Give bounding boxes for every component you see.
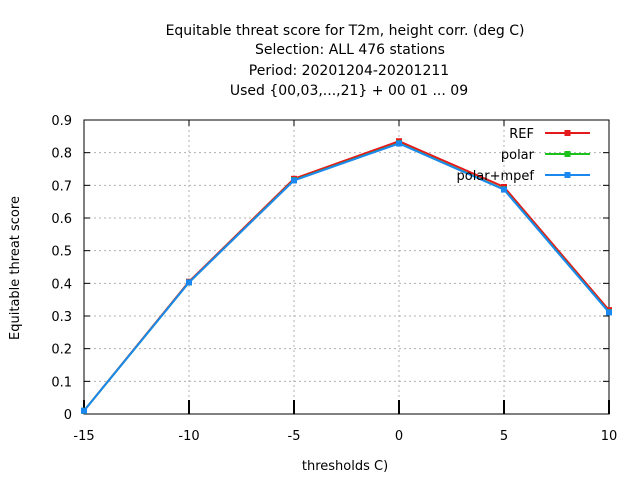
y-tick-label: 0 <box>64 408 72 423</box>
plot-frame <box>83 119 610 415</box>
y-tick-label: 0.2 <box>51 343 72 358</box>
title-line-2: Selection: ALL 476 stations <box>255 42 445 58</box>
x-tick-label: 5 <box>500 429 508 444</box>
legend-swatch-marker <box>564 151 571 157</box>
x-tick-label: 0 <box>395 429 403 444</box>
y-tick-label: 0.3 <box>51 310 72 325</box>
y-tick-label: 0.1 <box>51 375 72 390</box>
y-tick-label: 0.4 <box>51 277 72 292</box>
y-axis-label: Equitable threat score <box>8 196 23 340</box>
data-point <box>501 186 507 193</box>
data-point <box>186 279 192 286</box>
y-tick-label: 0.8 <box>51 147 72 162</box>
legend: REF polar polar+mpef <box>456 127 590 184</box>
title-line-1: Equitable threat score for T2m, height c… <box>166 23 525 39</box>
y-tick-label: 0.9 <box>51 114 72 129</box>
x-tick-label: -10 <box>178 429 199 444</box>
y-tick-label: 0.7 <box>51 179 72 194</box>
legend-label: polar <box>501 148 535 163</box>
series-line-2 <box>83 142 610 412</box>
title-line-3: Period: 20201204-20201211 <box>249 63 449 79</box>
data-point <box>606 309 612 316</box>
x-axis-label: thresholds C) <box>302 459 388 474</box>
title-line-4: Used {00,03,...,21} + 00 01 ... 09 <box>230 83 468 99</box>
legend-label: polar+mpef <box>456 169 534 184</box>
legend-swatch-marker <box>564 172 571 178</box>
legend-label: REF <box>509 127 534 142</box>
y-tick-label: 0.6 <box>51 212 72 227</box>
legend-swatch-marker <box>564 130 571 136</box>
data-point <box>81 407 87 414</box>
x-tick-label: 10 <box>601 429 618 444</box>
x-tick-label: -15 <box>73 429 94 444</box>
chart-title: Equitable threat score for T2m, height c… <box>166 23 525 99</box>
series-lines <box>81 138 612 414</box>
grid-lines <box>84 120 609 414</box>
data-point <box>396 140 402 147</box>
x-tick-label: -5 <box>288 429 301 444</box>
data-point <box>291 177 297 184</box>
y-tick-label: 0.5 <box>51 245 72 260</box>
